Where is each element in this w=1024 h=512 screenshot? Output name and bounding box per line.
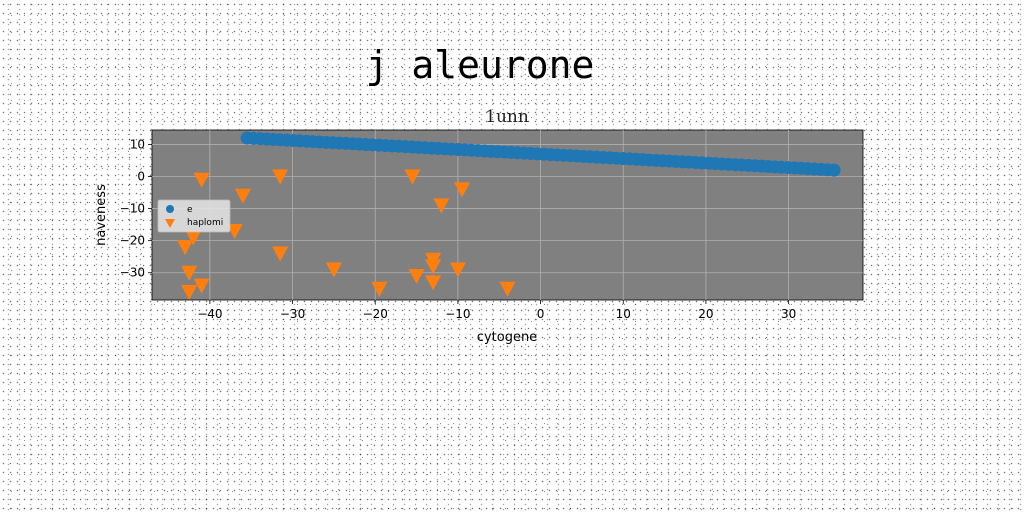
y-tick-label: −30 [120, 266, 145, 280]
point-haplomi [272, 246, 289, 262]
point-haplomi [193, 278, 210, 294]
point-haplomi [181, 265, 198, 281]
legend-box [157, 199, 231, 233]
legend-marker-e [166, 205, 174, 213]
x-tick-label: −10 [445, 307, 470, 321]
data-series [177, 131, 841, 300]
y-axis-label: naveness [94, 184, 109, 246]
point-haplomi [433, 198, 450, 214]
point-haplomi [185, 230, 202, 246]
point-haplomi [325, 262, 342, 278]
x-tick-label: 20 [698, 307, 713, 321]
y-tick-label: −20 [120, 234, 145, 248]
x-tick-label: 30 [781, 307, 796, 321]
point-haplomi [181, 284, 198, 300]
point-haplomi [454, 182, 471, 198]
point-haplomi [371, 281, 388, 297]
point-haplomi [449, 262, 466, 278]
x-tick-label: −20 [363, 307, 388, 321]
point-haplomi [177, 240, 194, 256]
point-haplomi [226, 224, 243, 240]
legend-marker-haplomi [165, 219, 175, 228]
x-axis-label: cytogene [477, 330, 537, 345]
point-haplomi [425, 275, 442, 291]
point-haplomi [272, 169, 289, 185]
point-haplomi [408, 268, 425, 284]
point-haplomi [499, 281, 516, 297]
y-tick-label: 0 [137, 170, 145, 184]
point-haplomi [404, 169, 421, 185]
x-tick-label: 10 [616, 307, 631, 321]
x-tick-label: 0 [537, 307, 545, 321]
x-tick-label: −30 [280, 307, 305, 321]
y-tick-label: −10 [120, 202, 145, 216]
chart-subtitle: 1unn [485, 107, 529, 127]
x-tick-label: −40 [197, 307, 222, 321]
point-haplomi [234, 188, 251, 204]
plot-area [151, 129, 864, 301]
point-e [827, 163, 841, 177]
legend-label-haplomi: haplomi [187, 218, 223, 228]
point-haplomi [193, 172, 210, 188]
x-axis-ticks: −40 −30 −20 −10 0 10 20 30 [197, 300, 796, 321]
point-haplomi [425, 259, 442, 275]
y-axis-ticks: 10 0 −10 −20 −30 [120, 137, 152, 280]
plot-background [151, 129, 864, 301]
legend: e haplomi [157, 199, 231, 233]
chart-title: j aleurone [366, 43, 595, 87]
y-tick-label: 10 [130, 137, 145, 151]
legend-label-e: e [187, 205, 193, 215]
